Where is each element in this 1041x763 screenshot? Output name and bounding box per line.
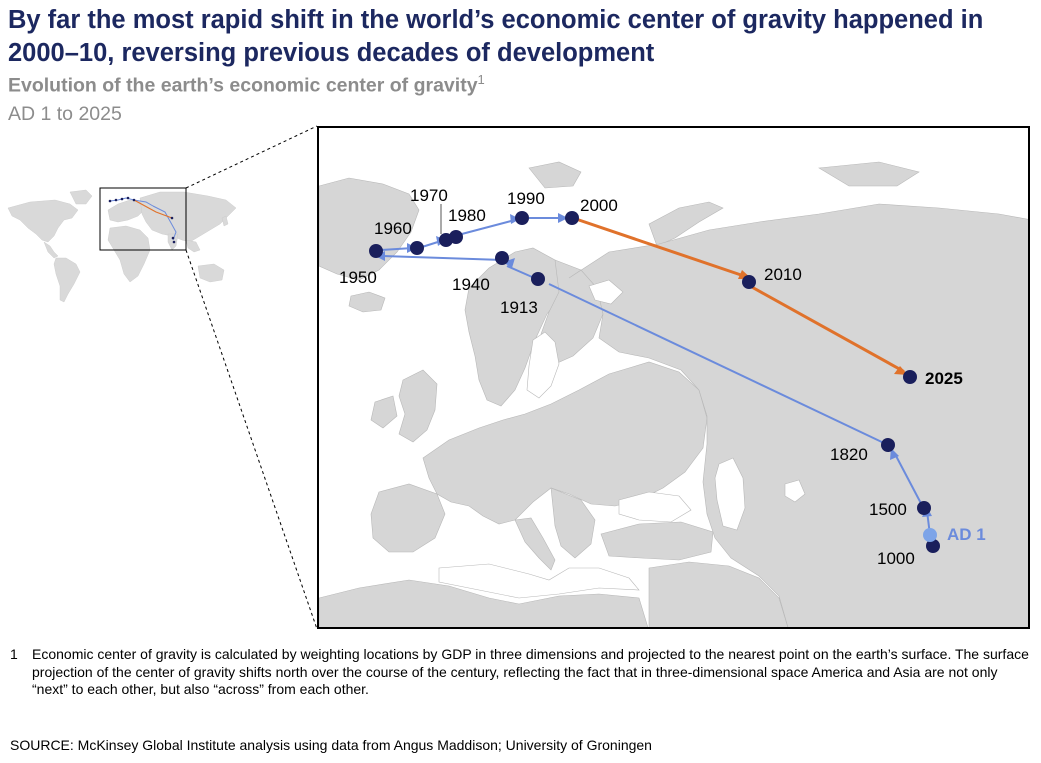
land-arctic-islands bbox=[528, 161, 582, 189]
land-greenland bbox=[319, 177, 420, 281]
period-label: AD 1 to 2025 bbox=[8, 103, 122, 125]
inset-se-asia bbox=[185, 239, 201, 253]
land-turkey bbox=[600, 521, 714, 561]
main-map: 1950 1960 1970 1980 1990 2000 1940 1913 … bbox=[317, 126, 1030, 629]
inset-asia bbox=[139, 191, 237, 243]
point-1950 bbox=[369, 244, 383, 258]
historic-path bbox=[380, 217, 931, 536]
point-2000 bbox=[565, 211, 579, 225]
point-1980 bbox=[449, 230, 463, 244]
land-far-north bbox=[818, 161, 920, 187]
center-points bbox=[369, 211, 940, 553]
land-europe bbox=[422, 361, 708, 525]
sea-white bbox=[588, 279, 624, 305]
label-1500: 1500 bbox=[869, 500, 907, 519]
sea-aral bbox=[784, 479, 806, 503]
label-1970: 1970 bbox=[410, 186, 448, 205]
sea-med bbox=[438, 563, 640, 599]
label-ad1: AD 1 bbox=[947, 525, 986, 544]
land-middle-east bbox=[648, 561, 789, 627]
land-north-africa bbox=[319, 579, 649, 627]
subtitle-text: Evolution of the earth’s economic center… bbox=[8, 74, 478, 97]
point-1820 bbox=[881, 438, 895, 452]
land-britain bbox=[398, 369, 438, 443]
inset-central-america bbox=[43, 241, 59, 259]
inset-europe bbox=[107, 199, 145, 223]
point-2025 bbox=[903, 370, 917, 384]
inset-recent-path bbox=[133, 199, 173, 219]
label-2010: 2010 bbox=[764, 265, 802, 284]
label-1000: 1000 bbox=[877, 549, 915, 568]
land-iceland bbox=[348, 291, 386, 313]
sea-caspian bbox=[714, 457, 746, 531]
label-1960: 1960 bbox=[374, 219, 412, 238]
land-balkans bbox=[550, 487, 596, 559]
land-ireland bbox=[370, 395, 398, 429]
label-2025: 2025 bbox=[925, 369, 963, 388]
inset-greenland bbox=[69, 189, 93, 205]
world-inset-map bbox=[7, 187, 237, 303]
footnote-number: 1 bbox=[10, 646, 18, 662]
label-1990: 1990 bbox=[507, 189, 545, 208]
land-scandinavia bbox=[464, 247, 570, 407]
chart-subtitle: Evolution of the earth’s economic center… bbox=[8, 72, 485, 98]
land-italy bbox=[514, 517, 556, 571]
inset-australia bbox=[197, 263, 225, 283]
source-note: SOURCE: McKinsey Global Institute analys… bbox=[10, 737, 652, 753]
main-map-svg: 1950 1960 1970 1980 1990 2000 1940 1913 … bbox=[319, 161, 1028, 627]
point-1940 bbox=[495, 251, 509, 265]
label-1913: 1913 bbox=[500, 298, 538, 317]
point-2010 bbox=[742, 275, 756, 289]
point-1990 bbox=[515, 211, 529, 225]
point-1913 bbox=[531, 272, 545, 286]
point-1500 bbox=[917, 501, 931, 515]
label-1820: 1820 bbox=[830, 445, 868, 464]
point-1960 bbox=[410, 241, 424, 255]
sea-black bbox=[618, 491, 692, 523]
recent-path bbox=[571, 216, 905, 373]
inset-zoom-frame bbox=[99, 187, 187, 251]
chart-title: By far the most rapid shift in the world… bbox=[8, 6, 984, 67]
label-1950: 1950 bbox=[339, 268, 377, 287]
land-iberia bbox=[370, 483, 446, 553]
footnote-marker: 1 bbox=[477, 72, 485, 87]
point-ad1 bbox=[923, 528, 937, 542]
point-1000 bbox=[926, 539, 940, 553]
inset-japan bbox=[221, 215, 229, 227]
inset-africa bbox=[107, 225, 151, 283]
footnote-text: Economic center of gravity is calculated… bbox=[32, 646, 1029, 697]
inset-south-america bbox=[53, 257, 81, 303]
sea-baltic bbox=[526, 331, 560, 399]
land-russia-asia bbox=[568, 203, 1028, 627]
inset-historic-path-2 bbox=[152, 205, 177, 241]
label-2000: 2000 bbox=[580, 196, 618, 215]
inset-north-america bbox=[7, 199, 79, 243]
label-1940: 1940 bbox=[452, 275, 490, 294]
label-1980: 1980 bbox=[448, 206, 486, 225]
